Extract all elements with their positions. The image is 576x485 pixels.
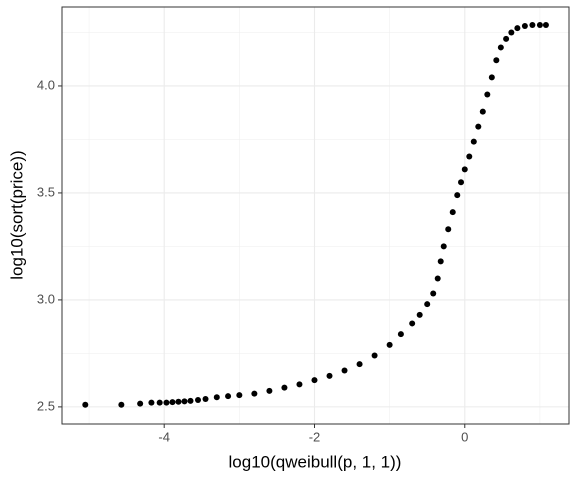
- point: [508, 29, 515, 36]
- point: [479, 108, 486, 115]
- point: [493, 57, 500, 64]
- point: [169, 399, 176, 406]
- panel-border: [61, 6, 570, 425]
- point: [225, 393, 232, 400]
- point: [521, 23, 528, 30]
- point: [163, 399, 170, 406]
- point: [187, 397, 194, 404]
- point: [311, 377, 318, 384]
- y-axis-title: log10(sort(price)): [7, 150, 26, 279]
- point: [514, 25, 521, 32]
- point: [529, 21, 536, 28]
- point: [213, 394, 220, 401]
- point: [156, 399, 163, 406]
- point: [181, 398, 188, 405]
- x-tick-label: -2: [309, 429, 321, 444]
- point: [137, 400, 144, 407]
- point: [341, 367, 348, 374]
- y-tick-label: 3.0: [37, 291, 55, 306]
- x-axis-title: log10(qweibull(p, 1, 1)): [229, 452, 402, 471]
- point: [430, 290, 437, 297]
- point: [82, 401, 89, 408]
- point: [424, 301, 431, 308]
- point: [118, 401, 125, 408]
- point: [503, 35, 510, 42]
- plot-area: [82, 21, 549, 408]
- point: [251, 390, 258, 397]
- point: [296, 381, 303, 388]
- point: [195, 397, 202, 404]
- point: [536, 21, 543, 28]
- point: [488, 74, 495, 81]
- point: [454, 192, 461, 199]
- point: [371, 352, 378, 359]
- point: [470, 138, 477, 145]
- y-tick-label: 2.5: [37, 398, 55, 413]
- point: [458, 179, 465, 186]
- point: [236, 392, 243, 399]
- x-tick-label: 0: [461, 429, 468, 444]
- point: [386, 341, 393, 348]
- point: [437, 258, 444, 265]
- point: [440, 243, 447, 250]
- point: [148, 399, 155, 406]
- x-tick-label: -4: [158, 429, 170, 444]
- point: [461, 166, 468, 173]
- point: [356, 361, 363, 368]
- point: [266, 387, 273, 394]
- point: [416, 311, 423, 318]
- point: [397, 331, 404, 338]
- point: [409, 320, 416, 327]
- point: [326, 372, 333, 379]
- point: [434, 275, 441, 282]
- point: [202, 395, 209, 402]
- point: [484, 91, 491, 98]
- point: [449, 209, 456, 216]
- point: [475, 123, 482, 130]
- y-tick-label: 4.0: [37, 77, 55, 92]
- grid: [62, 7, 569, 424]
- point: [445, 226, 452, 233]
- point: [466, 153, 473, 160]
- point: [497, 44, 504, 51]
- point: [542, 21, 549, 28]
- point: [281, 384, 288, 391]
- point: [175, 398, 182, 405]
- y-tick-label: 3.5: [37, 184, 55, 199]
